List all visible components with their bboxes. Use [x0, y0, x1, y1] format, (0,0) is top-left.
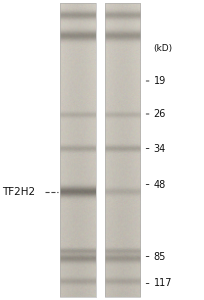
Text: 117: 117 [153, 278, 171, 289]
Text: (kD): (kD) [153, 44, 172, 52]
Text: TF2H2: TF2H2 [2, 187, 35, 197]
Text: 19: 19 [153, 76, 165, 86]
Text: 26: 26 [153, 109, 165, 119]
Bar [60, 3, 96, 297]
Text: 85: 85 [153, 251, 165, 262]
Bar [104, 3, 140, 297]
Text: 34: 34 [153, 143, 165, 154]
Text: 48: 48 [153, 179, 165, 190]
